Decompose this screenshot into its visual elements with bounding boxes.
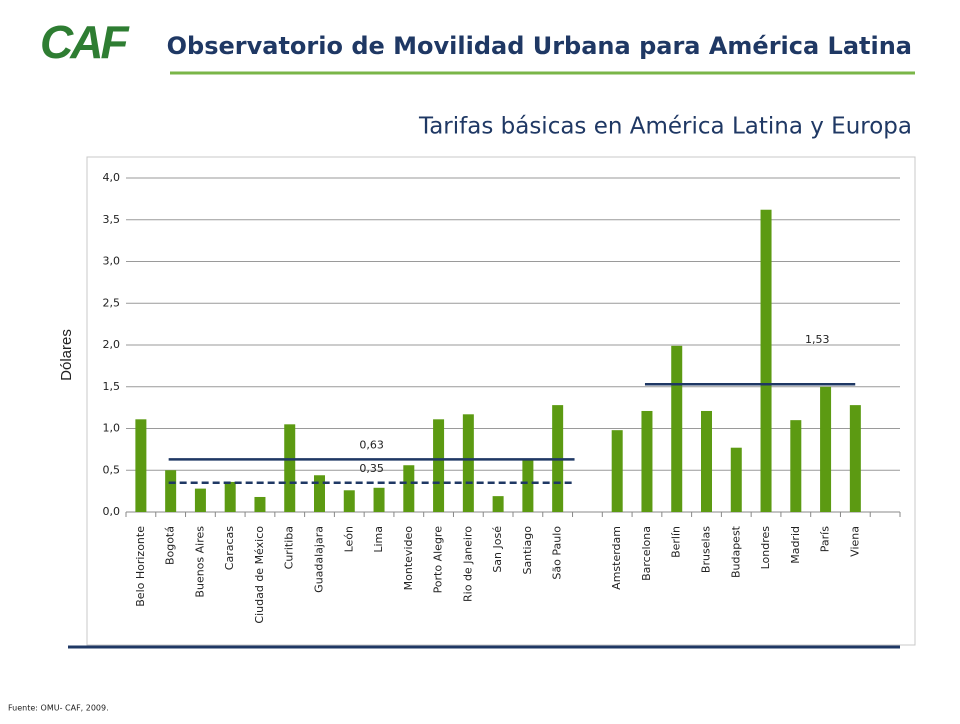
x-tick-label: San José [491, 526, 504, 573]
y-tick-label: 1,5 [103, 380, 121, 393]
bar [492, 496, 504, 512]
header-title: Observatorio de Movilidad Urbana para Am… [167, 32, 912, 60]
source: Fuente: OMU- CAF, 2009. [8, 704, 109, 713]
reference-label: 0,63 [359, 438, 384, 451]
bar [165, 470, 177, 512]
y-tick-label: 1,0 [103, 422, 121, 435]
x-tick-label: Berlín [670, 526, 683, 558]
x-tick-label: Montevideo [402, 526, 415, 591]
x-tick-label: Londres [759, 526, 772, 570]
bar [314, 475, 325, 512]
bar [701, 410, 712, 512]
bar [194, 488, 206, 512]
x-tick-label: Belo Horizonte [134, 526, 147, 607]
bar [433, 419, 445, 512]
bar [373, 487, 385, 512]
x-tick-label: Curitiba [283, 526, 296, 569]
x-tick-label: Viena [848, 526, 861, 557]
bar [343, 490, 355, 512]
x-tick-label: Lima [372, 526, 385, 553]
bar [462, 414, 474, 512]
y-tick-label: 4,0 [103, 171, 121, 184]
y-tick-label: 0,0 [103, 505, 121, 518]
x-tick-label: Barcelona [640, 526, 653, 581]
x-tick-label: São Paulo [551, 526, 564, 580]
bar [611, 430, 623, 512]
logo: CAF [40, 16, 130, 68]
x-tick-label: Buenos Aires [193, 526, 206, 598]
x-tick-label: Amsterdam [610, 526, 623, 590]
bar [641, 410, 653, 512]
bar [403, 465, 415, 512]
x-tick-label: Caracas [223, 526, 236, 570]
bar [224, 481, 236, 512]
x-tick-label: París [819, 526, 832, 552]
bar [522, 460, 534, 512]
x-tick-label: Bogotá [164, 526, 177, 565]
x-tick-label: Ciudad de México [253, 526, 266, 624]
bar [820, 386, 832, 512]
reference-label: 1,53 [805, 333, 830, 346]
y-tick-label: 3,5 [103, 213, 121, 226]
bar [849, 405, 861, 512]
x-tick-label: Santiago [521, 526, 534, 575]
bar [135, 419, 147, 512]
reference-label: 0,35 [359, 462, 384, 475]
y-tick-label: 3,0 [103, 255, 121, 268]
x-tick-label: Bruselas [700, 526, 713, 573]
x-tick-label: Guadalajara [313, 526, 326, 593]
bar [730, 447, 742, 512]
x-tick-label: Budapest [729, 525, 742, 578]
chart-frame [86, 156, 916, 646]
bar [760, 209, 772, 513]
bar [790, 420, 802, 512]
bar [284, 424, 296, 512]
x-tick-label: Porto Alegre [432, 526, 445, 594]
bar [254, 496, 266, 512]
chart-title: Tarifas básicas en América Latina y Euro… [418, 114, 912, 140]
x-tick-label: Rio de Janeiro [461, 526, 474, 602]
plot: 0,0 0,5 1,0 1,5 2,0 2,5 3,0 3,5 4,0 Belo Horizont… [103, 171, 901, 624]
bar [671, 345, 683, 512]
x-tick-label: Madrid [789, 526, 802, 564]
y-tick-label: 2,0 [103, 338, 121, 351]
y-axis-label: Dólares [58, 329, 75, 381]
y-tick-label: 0,5 [103, 463, 121, 476]
x-tick-label: León [342, 526, 355, 552]
y-tick-label: 2,5 [103, 296, 121, 309]
